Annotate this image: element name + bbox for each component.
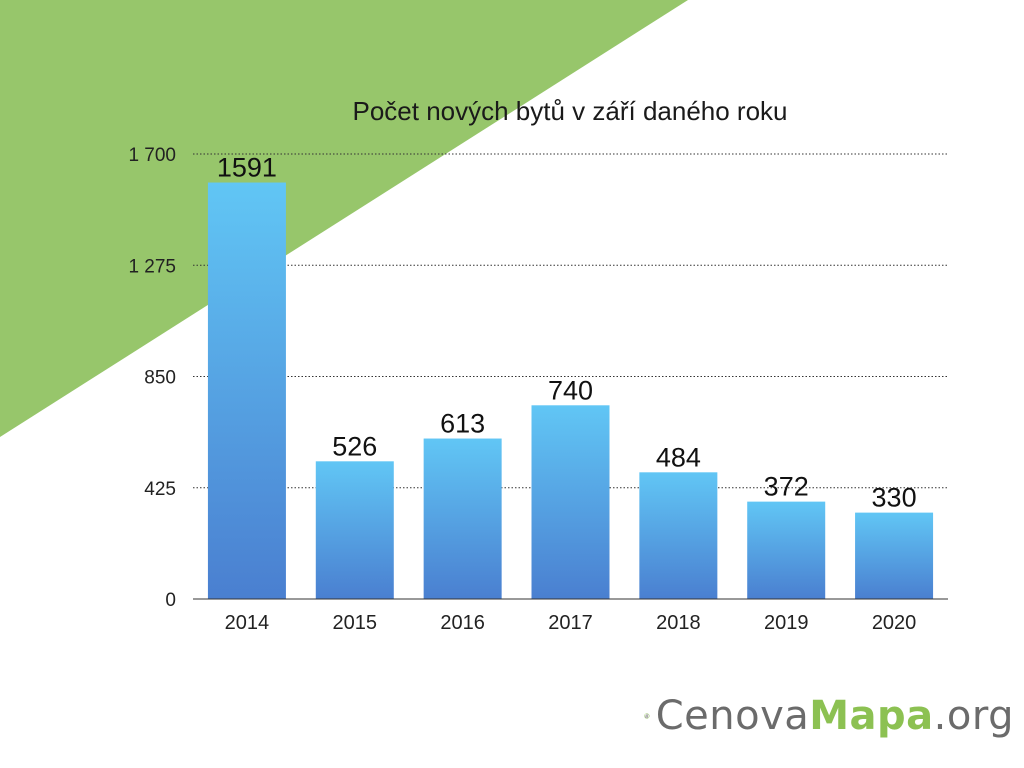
- logo-text-cenova: Cenova: [655, 693, 810, 739]
- y-tick-label: 850: [144, 368, 176, 389]
- y-axis-tick-labels: 0 425 850 1 275 1 700: [128, 145, 176, 611]
- bar-2018: [639, 472, 718, 599]
- bar-2020: [855, 512, 934, 599]
- x-tick-label-2019: 2019: [764, 612, 809, 634]
- x-tick-label-2017: 2017: [548, 612, 593, 634]
- chart-title: Počet nových bytů v září daného roku: [352, 96, 788, 126]
- bar-2015: [315, 461, 394, 599]
- x-tick-label-2018: 2018: [656, 612, 701, 634]
- y-tick-label: 0: [165, 590, 176, 611]
- y-tick-label: 425: [144, 479, 176, 500]
- bar-2016: [423, 438, 502, 599]
- x-axis-tick-labels: 2014 2015 2016 2017 2018 2019 2020: [225, 612, 917, 634]
- data-label-2015: 526: [332, 431, 377, 461]
- bar-2017: [531, 405, 610, 599]
- x-tick-label-2020: 2020: [872, 612, 917, 634]
- logo-text-mapa: Mapa: [809, 693, 934, 739]
- globe-grid-icon: [644, 713, 650, 719]
- data-label-2016: 613: [440, 409, 485, 439]
- x-tick-label-2015: 2015: [333, 612, 378, 634]
- logo-wordmark: CenovaMapa.org: [656, 696, 1014, 736]
- y-tick-label: 1 700: [128, 145, 176, 166]
- x-tick-label-2014: 2014: [225, 612, 270, 634]
- bars: [207, 182, 934, 599]
- bar-2019: [747, 501, 826, 599]
- data-label-2014: 1591: [217, 153, 277, 183]
- data-label-2017: 740: [548, 375, 593, 405]
- data-label-2020: 330: [872, 483, 917, 513]
- y-tick-label: 1 275: [128, 256, 176, 277]
- data-labels: 1591 526 613 740 484 372 330: [217, 153, 917, 513]
- logo-text-org: .org: [933, 693, 1014, 739]
- data-label-2019: 372: [764, 472, 809, 502]
- data-label-2018: 484: [656, 442, 701, 472]
- x-tick-label-2016: 2016: [440, 612, 485, 634]
- bar-2014: [207, 182, 286, 599]
- cenovamapa-logo[interactable]: CenovaMapa.org: [644, 684, 1014, 748]
